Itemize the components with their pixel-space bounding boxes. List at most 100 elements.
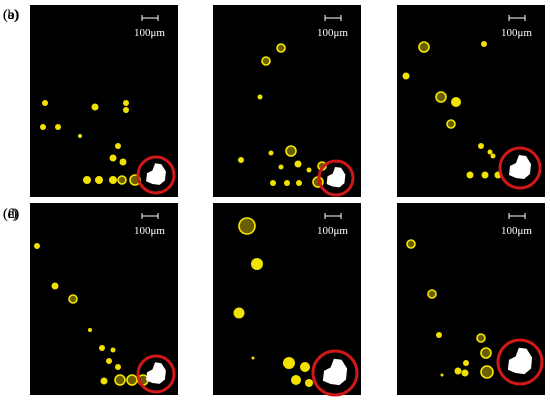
particle bbox=[276, 43, 286, 53]
particle bbox=[106, 358, 112, 364]
particle bbox=[110, 347, 116, 353]
particle bbox=[436, 332, 442, 338]
particle bbox=[78, 134, 82, 138]
particle bbox=[123, 107, 129, 113]
particle bbox=[238, 157, 244, 163]
scale-label: 100μm bbox=[134, 225, 165, 237]
panel: 100μm bbox=[213, 203, 361, 397]
particle bbox=[490, 153, 496, 159]
scale-label: 100μm bbox=[317, 27, 348, 39]
panel: 100μm bbox=[30, 5, 178, 197]
particle bbox=[418, 41, 430, 53]
particle bbox=[119, 158, 127, 166]
particle bbox=[83, 176, 91, 184]
particle bbox=[123, 100, 129, 106]
scale-label: 100μm bbox=[134, 27, 165, 39]
white-blob bbox=[509, 155, 531, 179]
particle bbox=[95, 176, 103, 184]
scale-bar bbox=[141, 213, 159, 219]
particle bbox=[305, 379, 313, 387]
panel: 100μm bbox=[397, 5, 545, 197]
particle bbox=[233, 307, 245, 319]
scale-bar bbox=[508, 15, 526, 21]
particle bbox=[294, 160, 302, 168]
particle bbox=[480, 347, 492, 359]
particle bbox=[257, 94, 263, 100]
red-circle bbox=[311, 349, 359, 397]
scale-bar bbox=[141, 15, 159, 21]
white-blob bbox=[322, 358, 348, 386]
panel: 100μm bbox=[213, 5, 361, 197]
particle bbox=[285, 145, 297, 157]
panel-label: (b) bbox=[3, 8, 20, 23]
particle bbox=[117, 175, 127, 185]
particle bbox=[463, 360, 469, 366]
white-blob bbox=[507, 347, 533, 375]
red-circle bbox=[317, 159, 355, 197]
particle bbox=[406, 239, 416, 249]
white-blob bbox=[146, 163, 166, 185]
particle bbox=[427, 289, 437, 299]
particle bbox=[291, 375, 301, 385]
particle bbox=[40, 124, 46, 130]
panel-label: (e) bbox=[3, 207, 19, 222]
particle bbox=[42, 100, 48, 106]
red-circle bbox=[136, 354, 176, 394]
particle bbox=[451, 97, 461, 107]
particle bbox=[446, 119, 456, 129]
particle bbox=[478, 143, 484, 149]
particle bbox=[115, 143, 121, 149]
particle bbox=[296, 180, 302, 186]
particle bbox=[34, 243, 40, 249]
particle bbox=[481, 171, 489, 179]
particle bbox=[55, 124, 61, 130]
panel: 100μm bbox=[397, 203, 545, 395]
particle bbox=[100, 377, 108, 385]
particle bbox=[270, 180, 276, 186]
scale-label: 100μm bbox=[501, 225, 532, 237]
particle bbox=[283, 357, 295, 369]
panel-label: (d) bbox=[3, 207, 20, 222]
scale-bar bbox=[508, 213, 526, 219]
panel-label: (c) bbox=[3, 8, 19, 23]
particle bbox=[115, 364, 121, 370]
white-blob bbox=[146, 362, 166, 384]
panel: 100μm bbox=[30, 203, 178, 395]
particle bbox=[51, 282, 59, 290]
particle bbox=[88, 328, 92, 332]
particle bbox=[402, 72, 410, 80]
particle bbox=[109, 154, 117, 162]
particle bbox=[466, 171, 474, 179]
particle bbox=[261, 56, 271, 66]
particle bbox=[461, 369, 469, 377]
particle bbox=[487, 149, 493, 155]
particle bbox=[238, 217, 256, 235]
scale-bar bbox=[324, 15, 342, 21]
red-circle bbox=[136, 155, 176, 195]
red-circle bbox=[498, 146, 542, 190]
panel-label: (a) bbox=[3, 8, 19, 23]
panel-image bbox=[213, 5, 361, 197]
particle bbox=[454, 367, 462, 375]
particle bbox=[126, 374, 138, 386]
scale-bar bbox=[324, 213, 342, 219]
particle bbox=[68, 294, 78, 304]
panel-image bbox=[30, 203, 178, 395]
particle bbox=[306, 167, 312, 173]
panel-label: (f) bbox=[3, 207, 17, 222]
particle bbox=[109, 176, 117, 184]
particle bbox=[251, 258, 263, 270]
particle bbox=[278, 164, 284, 170]
particle bbox=[251, 356, 255, 360]
particle bbox=[114, 374, 126, 386]
particle bbox=[476, 333, 486, 343]
particle bbox=[440, 373, 444, 377]
panel-image bbox=[30, 5, 178, 197]
particle bbox=[481, 41, 487, 47]
particle bbox=[268, 150, 274, 156]
scale-label: 100μm bbox=[501, 27, 532, 39]
red-circle bbox=[496, 338, 544, 386]
particle bbox=[91, 103, 99, 111]
white-blob bbox=[326, 166, 346, 188]
